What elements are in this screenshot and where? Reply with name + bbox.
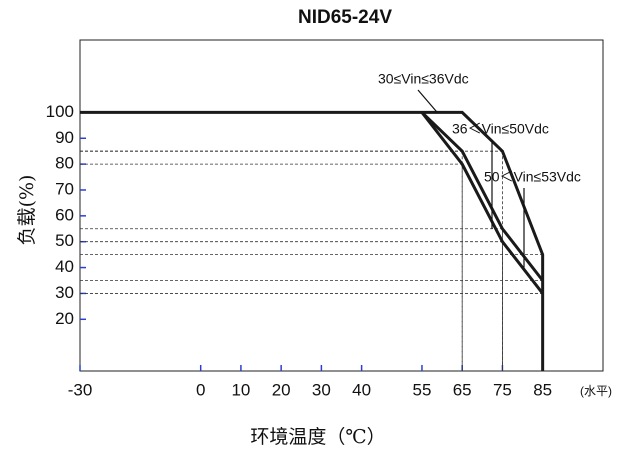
- y-tick-label: 90: [55, 128, 74, 147]
- x-tick-label: 30: [312, 380, 331, 399]
- x-axis-label: 环境温度（℃）: [250, 426, 385, 448]
- y-tick-label: 100: [46, 102, 74, 121]
- chart-title: NID65-24V: [298, 7, 392, 28]
- x-tick-label: 20: [272, 380, 291, 399]
- x-tick-label: 85: [533, 380, 552, 399]
- y-tick-label: 80: [55, 154, 74, 173]
- y-tick-label: 40: [55, 257, 74, 276]
- x-tick-label: -30: [68, 380, 93, 399]
- series-label: 30≤Vin≤36Vdc: [378, 71, 469, 87]
- y-tick-label: 70: [55, 179, 74, 198]
- x-tick-label: 55: [413, 380, 432, 399]
- derating-line: [80, 110, 545, 371]
- plot-frame: [79, 39, 604, 372]
- x-tick-label: 40: [352, 380, 371, 399]
- x-tick-label: 75: [493, 380, 512, 399]
- y-tick-label: 60: [55, 205, 74, 224]
- x-tick-label: 65: [453, 380, 472, 399]
- x-tick-label: 10: [231, 380, 250, 399]
- derating-line: [420, 111, 544, 282]
- x-axis-unit: (水平): [580, 384, 612, 398]
- y-tick-label: 30: [55, 283, 74, 302]
- annotation-arrow: [417, 89, 438, 113]
- y-tick-label: 20: [55, 309, 74, 328]
- y-axis-label: 负载(%): [16, 175, 38, 246]
- series-label: 36＜Vin≤50Vdc: [452, 121, 549, 137]
- derating-line: [420, 111, 544, 295]
- x-tick-label: 0: [196, 380, 205, 399]
- y-tick-label: 50: [55, 231, 74, 250]
- series-label: 50＜Vin≤53Vdc: [484, 169, 581, 185]
